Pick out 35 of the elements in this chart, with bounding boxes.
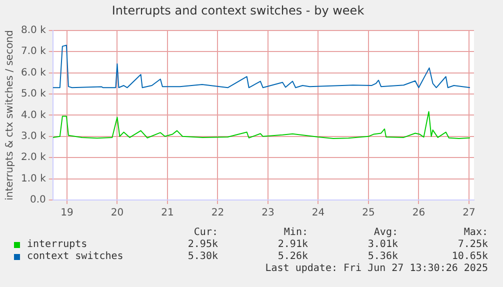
y-tick-label: 5.0 k [21, 88, 46, 100]
y-tick-label: 8.0 k [21, 24, 46, 36]
y-tick-label: 6.0 k [21, 67, 46, 78]
legend-label: interrupts [27, 239, 88, 251]
text: 2.95k [188, 239, 218, 251]
text: 5.26k [278, 251, 308, 263]
y-tick-label: 1.0 k [21, 173, 46, 184]
text: Avg: [374, 227, 398, 239]
x-tick-label: 25 [362, 208, 375, 219]
text: Max: [464, 227, 488, 239]
y-tick-label: 4.0 k [21, 110, 46, 121]
text: 5.30k [188, 251, 218, 263]
text: 3.01k [368, 239, 398, 251]
x-tick-label: 20 [110, 208, 124, 219]
text: Last update: Fri Jun 27 13:30:26 2025 [265, 263, 488, 275]
x-tick-label: 22 [211, 208, 224, 219]
y-tick-label: 2.0 k [21, 152, 46, 164]
text: 7.25k [458, 239, 488, 251]
x-tick-label: 26 [412, 208, 426, 219]
text: 5.36k [368, 251, 398, 263]
x-tick-label: 24 [312, 208, 325, 219]
x-tick-label: 19 [60, 208, 74, 219]
x-tick-label: 27 [462, 208, 476, 219]
y-tick-label: 3.0 k [21, 130, 46, 142]
text: Min: [284, 227, 308, 239]
y-axis-title: interrupts & ctx switches / second [4, 30, 16, 200]
legend-label: context switches [27, 251, 124, 263]
text: 10.65k [452, 251, 488, 263]
x-tick-label: 21 [161, 208, 174, 219]
x-tick-label: 23 [262, 208, 274, 219]
text: Cur: [194, 227, 218, 239]
y-tick-label: 7.0 k [21, 46, 46, 58]
text: 2.91k [278, 239, 308, 251]
chart-title: Interrupts and context switches - by week [112, 3, 364, 18]
y-tick-label: 0.0 [30, 194, 46, 206]
